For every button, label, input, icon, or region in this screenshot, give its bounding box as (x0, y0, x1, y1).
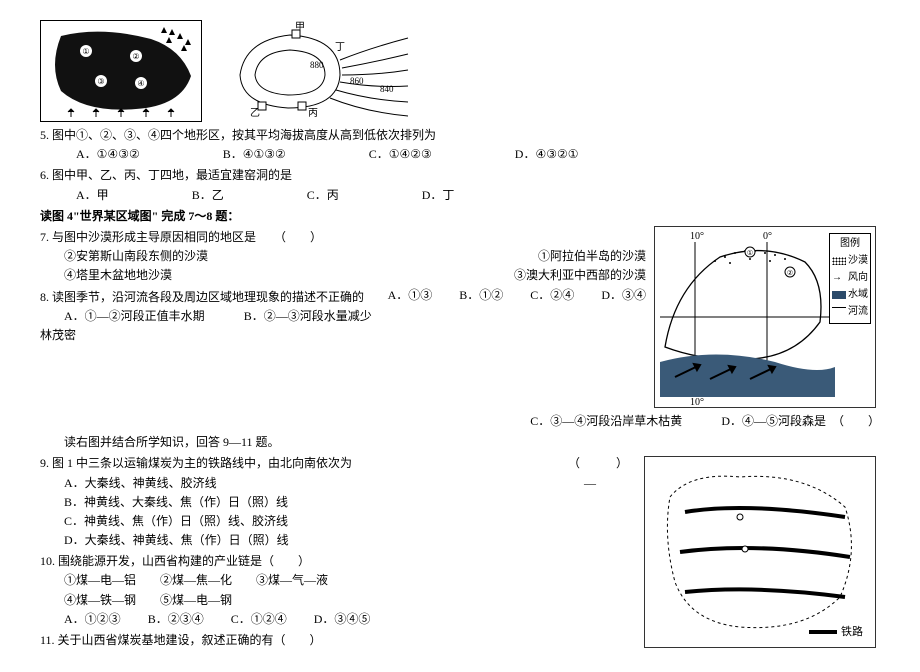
legend-title: 图例 (832, 236, 868, 252)
q5-opt-a: A．①④③② (76, 145, 180, 164)
q8-stem-a: 8. 读图季节，沿河流各段及周边区域地理现象的描述不正确的 (40, 290, 364, 304)
q8-c: C．③—④河段沿岸草木枯黄 (530, 414, 682, 428)
q5-opt-c: C．①④②③ (369, 145, 472, 164)
q10-d: ③④⑤ (334, 612, 370, 626)
q6-opt-b: B．乙 (192, 186, 264, 205)
terrain-map-figure: ① ② ③ ④ (40, 20, 202, 122)
rail-legend: 铁路 (809, 624, 863, 642)
svg-text:丙: 丙 (308, 108, 318, 119)
q9-paren: （ ） (568, 454, 628, 473)
contour-map-figure: 甲 880 860 840 丁 乙 丙 (210, 20, 410, 120)
q6-options: A．甲 B．乙 C．丙 D．丁 (40, 186, 880, 205)
shanxi-rail-map: 铁路 (644, 456, 876, 648)
q10-a: ①②③ (85, 612, 121, 626)
world-region-map: 10° 0° 10° ① ② (654, 226, 876, 408)
q6-opt-a: A．甲 (76, 186, 149, 205)
svg-text:③: ③ (97, 77, 104, 86)
q5-options: A．①④③② B．④①③② C．①④②③ D．④③②① (40, 145, 880, 164)
desert-icon (832, 257, 846, 265)
rail-legend-text: 铁路 (841, 626, 863, 638)
svg-text:①: ① (82, 47, 89, 56)
q6-stem: 6. 图中甲、乙、丙、丁四地，最适宜建窑洞的是 (40, 166, 880, 185)
q6-opt-d: D．丁 (422, 186, 495, 205)
q8-stem-b: 是 （ ） (814, 412, 880, 431)
contour-label-840: 840 (380, 84, 394, 94)
q5-stem: 5. 图中①、②、③、④四个地形区，按其平均海拔高度从高到低依次排列为 (40, 126, 880, 145)
q7-c3: ③澳大利亚中西部的沙漠 (514, 266, 646, 285)
lon-10-bot: 10° (690, 397, 704, 407)
q11-dash: — (584, 474, 596, 493)
q6-opt-c: C．丙 (307, 186, 379, 205)
q8-b: B．②—③河段水量减少 (244, 309, 372, 323)
svg-text:①: ① (747, 249, 753, 257)
q5-opt-d: D．④③②① (515, 145, 619, 164)
legend-water: 水域 (848, 287, 868, 303)
q5-opt-b: B．④①③② (223, 145, 326, 164)
legend-desert: 沙漠 (848, 253, 868, 269)
lon-0-top: 0° (763, 231, 772, 242)
question-5: 5. 图中①、②、③、④四个地形区，按其平均海拔高度从高到低依次排列为 A．①④… (40, 126, 880, 164)
svg-text:②: ② (132, 52, 139, 61)
contour-label-880: 880 (310, 60, 324, 70)
rail-icon (809, 630, 837, 634)
intro-9-11: 读右图并结合所学知识，回答 9—11 题。 (40, 433, 880, 452)
water-icon (832, 291, 846, 299)
wind-icon (832, 274, 846, 282)
q8-a: A．①—②河段正值丰水期 (64, 309, 205, 323)
river-icon (832, 307, 846, 316)
q10-c: ①②④ (251, 612, 287, 626)
question-6: 6. 图中甲、乙、丙、丁四地，最适宜建窑洞的是 A．甲 B．乙 C．丙 D．丁 (40, 166, 880, 204)
svg-text:②: ② (787, 269, 793, 277)
legend-river: 河流 (848, 304, 868, 320)
q7-c1: ①阿拉伯半岛的沙漠 (538, 247, 646, 266)
fig4-intro: 读图 4"世界某区域图" 完成 7～8 题： (40, 207, 880, 226)
q8-d: D．④—⑤河段森 (721, 414, 814, 428)
q7-d: ③④ (622, 288, 646, 302)
q7-c: ②④ (550, 288, 574, 302)
lon-10-top: 10° (690, 231, 704, 242)
figure-row-top: ① ② ③ ④ 甲 880 860 (40, 20, 880, 122)
svg-text:④: ④ (137, 79, 144, 88)
q7-options: A．①③ B．①② C．②④ D．③④ (388, 286, 646, 305)
q8-cd: C．③—④河段沿岸草木枯黄 D．④—⑤河段森 (530, 412, 814, 431)
q7-b: ①② (479, 288, 503, 302)
map-legend: 图例 沙漠 风向 水域 河流 (829, 233, 871, 324)
svg-text:乙: 乙 (250, 107, 260, 119)
q9-stem: 9. 图 1 中三条以运输煤炭为主的铁路线中，由北向南依次为 (40, 456, 352, 470)
q7-a: ①③ (408, 288, 432, 302)
content: 5. 图中①、②、③、④四个地形区，按其平均海拔高度从高到低依次排列为 A．①④… (40, 126, 880, 652)
svg-text:丁: 丁 (335, 42, 345, 53)
legend-wind: 风向 (848, 270, 868, 286)
q10-b: ②③④ (168, 612, 204, 626)
